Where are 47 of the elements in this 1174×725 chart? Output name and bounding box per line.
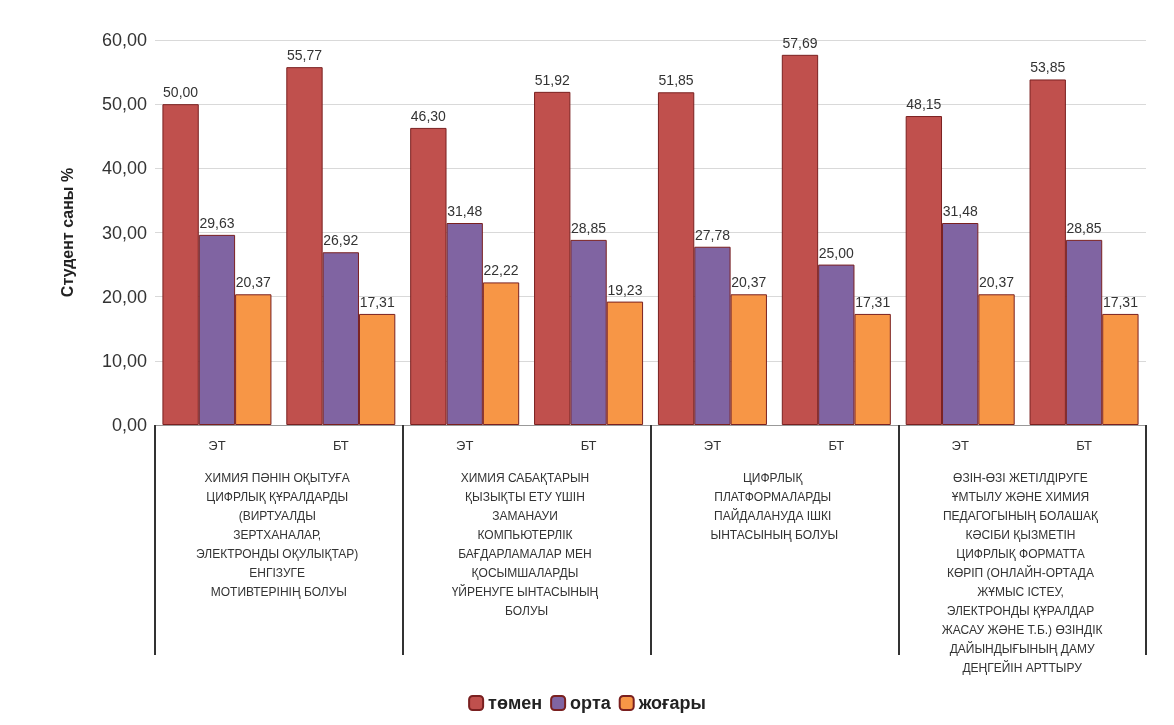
data-label: 27,78	[694, 226, 731, 243]
data-label: 26,92	[323, 232, 359, 249]
text: ХИМИЯ САБАҚТАРЫН ҚЫЗЫҚТЫ ЕТУ ҮШІН ЗАМАНАУИ КОМПЬЮТЕРЛІК БАҒДАРЛАМАЛАР МЕН ҚОСЫМШАЛАРДЫ ҮЙРЕНУГЕ ЫНТАСЫНЫҢ БОЛУЫ	[451, 470, 602, 618]
data-label: 48,15	[906, 96, 942, 113]
text: ЦИФРЛЫҚ ПЛАТФОРМАЛАРДЫ ПАЙДАЛАНУДА ІШКІ ЫНТАСЫНЫҢ БОЛУЫ	[710, 470, 839, 542]
legend-label: төмен	[488, 693, 543, 713]
y-tick-label: 10,00	[101, 350, 147, 371]
y-tick-label: 50,00	[101, 94, 147, 115]
text: ХИМИЯ ПӘНІН ОҚЫТУҒА ЦИФРЛЫҚ ҚҰРАЛДАРДЫ (ВИРТУАЛДЫ ЗЕРТХАНАЛАР, ЭЛЕКТРОНДЫ ОҚУЛЫҚТАР) ЕНГІЗУГЕ МОТИВТЕРІНІҢ БОЛУЫ	[196, 470, 362, 599]
y-tick-label: 30,00	[101, 222, 147, 243]
x-tick-label: БТ	[332, 438, 349, 453]
data-label: 19,23	[607, 281, 643, 298]
data-label: 20,37	[235, 274, 271, 291]
data-label: 51,92	[534, 71, 570, 88]
y-tick-label: 60,00	[101, 30, 147, 50]
data-label: 17,31	[855, 293, 891, 310]
y-tick-label: 0,00	[111, 415, 147, 435]
data-label: 17,31	[1102, 293, 1139, 310]
data-label: 50,00	[163, 84, 199, 101]
x-tick-label: БТ	[1076, 438, 1093, 453]
x-tick-label: БТ	[580, 438, 597, 453]
legend-label: жоғары	[637, 693, 706, 713]
data-label: 17,31	[359, 293, 395, 310]
data-label: 20,37	[731, 274, 767, 291]
data-label: 20,37	[979, 274, 1015, 291]
data-label: 31,48	[942, 203, 978, 219]
x-tick-label: БТ	[828, 438, 845, 453]
y-axis-title: Студент саны %	[58, 167, 76, 298]
data-label: 29,63	[199, 214, 235, 231]
data-label: 28,85	[571, 219, 607, 236]
data-label: 22,22	[483, 262, 519, 279]
data-label: 31,48	[447, 203, 483, 219]
data-label: 55,77	[286, 47, 323, 64]
data-label: 51,85	[658, 72, 694, 89]
data-label: 57,69	[782, 34, 818, 51]
data-label: 46,30	[410, 107, 447, 124]
data-label: 28,85	[1066, 219, 1102, 236]
text: ӨЗІН-ӨЗІ ЖЕТІЛДІРУГЕ ҰМТЫЛУ ЖӘНЕ ХИМИЯ ПЕДАГОГЫНЫҢ БОЛАШАҚ КӘСІБИ ҚЫЗМЕТІН ЦИФРЛЫҚ ФОРМАТТА КӨРІП (ОНЛАЙН-ОРТАДА ЖҰМЫС ІСТЕУ, ЭЛЕКТРОНДЫ ҚҰРАЛДАР ЖАСАУ ЖӘНЕ Т.Б.) ӨЗІНДІК ДАЙЫНДЫҒЫНЫҢ ДАМУ ДЕҢГЕЙІН АРТТЫРУ	[941, 470, 1103, 675]
y-tick-label: 20,00	[101, 286, 147, 307]
data-label: 53,85	[1030, 59, 1066, 76]
x-tick-label: ЭТ	[703, 438, 722, 453]
legend-label: орта	[570, 693, 612, 713]
x-tick-label: ЭТ	[208, 438, 226, 453]
x-tick-label: ЭТ	[951, 438, 969, 453]
data-label: 25,00	[818, 244, 855, 261]
y-tick-label: 40,00	[101, 158, 147, 179]
x-tick-label: ЭТ	[456, 438, 474, 453]
